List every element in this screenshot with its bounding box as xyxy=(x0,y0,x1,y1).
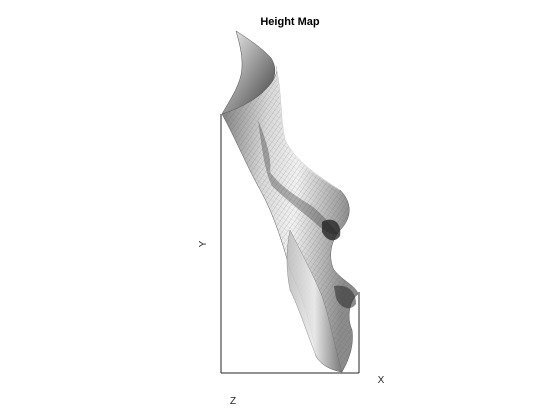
surface-mesh-overlay xyxy=(222,66,358,372)
surface-lower-shadow xyxy=(334,285,356,309)
chart-title: Height Map xyxy=(260,16,320,28)
y-axis-label: Y xyxy=(198,240,209,247)
axes-box xyxy=(220,114,360,374)
surface-lower-sheet xyxy=(286,229,343,373)
surface-plot xyxy=(221,30,359,373)
x-axis-label: X xyxy=(378,375,385,386)
surface-edge-highlight xyxy=(275,65,341,191)
surface-dark-pocket xyxy=(322,219,341,241)
surface-dark-ridge xyxy=(258,120,338,235)
z-axis-label: Z xyxy=(230,396,236,407)
